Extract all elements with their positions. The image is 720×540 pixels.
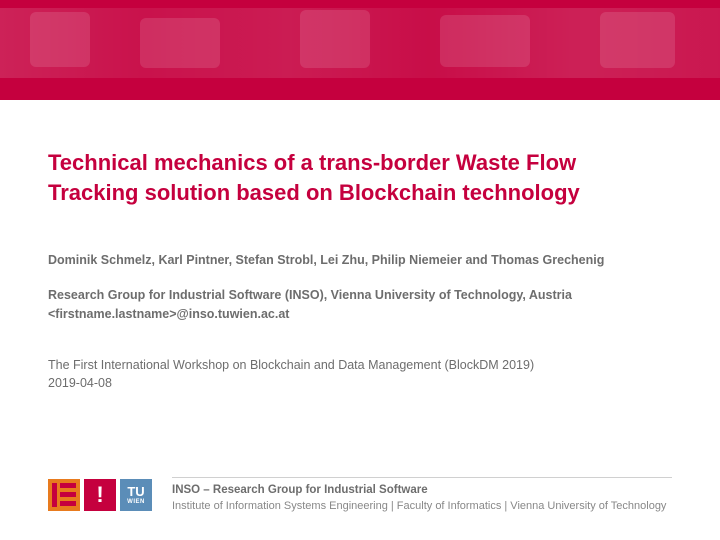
authors: Dominik Schmelz, Karl Pintner, Stefan St… xyxy=(48,251,672,270)
presentation-title: Technical mechanics of a trans-border Wa… xyxy=(48,148,672,207)
tu-logo-top: TU xyxy=(127,485,144,498)
header-decor xyxy=(440,15,530,67)
logo-group: ! TU WIEN xyxy=(48,479,152,511)
header-banner xyxy=(0,0,720,100)
exclamation-logo-icon: ! xyxy=(84,479,116,511)
affiliation-org: Research Group for Industrial Software (… xyxy=(48,288,572,302)
footer-subtitle: Institute of Information Systems Enginee… xyxy=(172,500,672,512)
workshop-date: 2019-04-08 xyxy=(48,376,112,390)
title-line-1: Technical mechanics of a trans-border Wa… xyxy=(48,150,576,175)
header-decor xyxy=(300,10,370,68)
footer-title: INSO – Research Group for Industrial Sof… xyxy=(172,484,672,496)
affiliation: Research Group for Industrial Software (… xyxy=(48,286,672,324)
header-decor xyxy=(140,18,220,68)
tu-wien-logo-icon: TU WIEN xyxy=(120,479,152,511)
title-line-2: Tracking solution based on Blockchain te… xyxy=(48,180,580,205)
footer: ! TU WIEN INSO – Research Group for Indu… xyxy=(48,477,672,512)
header-decor xyxy=(600,12,675,68)
footer-text: INSO – Research Group for Industrial Sof… xyxy=(172,477,672,512)
inso-logo-icon xyxy=(48,479,80,511)
slide-content: Technical mechanics of a trans-border Wa… xyxy=(0,100,720,393)
affiliation-email: <firstname.lastname>@inso.tuwien.ac.at xyxy=(48,307,289,321)
workshop-name: The First International Workshop on Bloc… xyxy=(48,358,534,372)
workshop-info: The First International Workshop on Bloc… xyxy=(48,356,672,394)
header-decor xyxy=(30,12,90,67)
tu-logo-bottom: WIEN xyxy=(127,499,145,505)
